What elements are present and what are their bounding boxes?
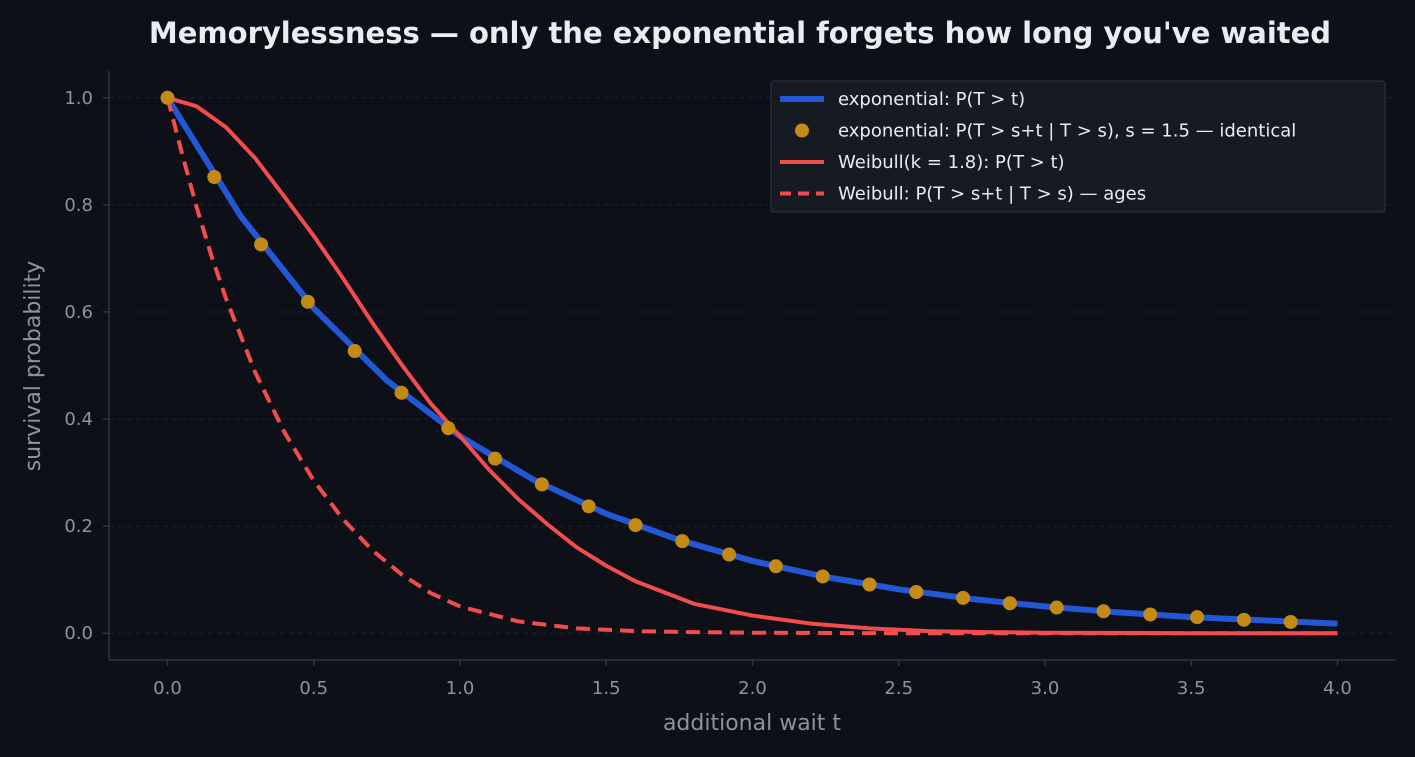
x-tick-label: 3.5 — [1177, 678, 1206, 699]
marker-point — [160, 90, 175, 105]
series-exponential-line — [164, 96, 1338, 627]
y-tick-label: 0.2 — [64, 516, 93, 537]
legend-label: exponential: P(T > s+t | T > s), s = 1.5… — [838, 121, 1296, 142]
marker-point — [862, 577, 877, 592]
y-tick-label: 0.6 — [64, 302, 93, 323]
axes-layer: 0.0 0.5 1.0 1.5 2.0 2.5 3.0 3.5 4.0 0.0 0.2 0.4 0.6 0… — [64, 71, 1396, 699]
marker-point — [768, 559, 783, 574]
series-layer — [160, 90, 1338, 636]
marker-point — [675, 534, 690, 549]
legend-label: Weibull(k = 1.8): P(T > t) — [838, 152, 1065, 173]
marker-point — [628, 518, 643, 533]
y-tick-label: 1.0 — [64, 88, 93, 109]
x-tick-label: 1.0 — [446, 678, 475, 699]
x-tick-label: 2.5 — [884, 678, 913, 699]
x-tick-label: 2.0 — [738, 678, 767, 699]
marker-point — [1190, 610, 1205, 625]
x-tick-label: 0.0 — [153, 678, 182, 699]
chart-title: Memorylessness — only the exponential fo… — [149, 16, 1331, 50]
y-tick-label: 0.8 — [64, 195, 93, 216]
legend-label: Weibull: P(T > s+t | T > s) — ages — [838, 184, 1146, 205]
x-axis-label: additional wait t — [663, 711, 841, 736]
x-tick-label: 1.5 — [592, 678, 621, 699]
marker-point — [1049, 600, 1064, 615]
marker-point — [300, 294, 315, 309]
series-weibull-line — [166, 95, 1338, 636]
marker-point — [347, 344, 362, 359]
x-tick-label: 3.0 — [1031, 678, 1060, 699]
legend: exponential: P(T > t) exponential: P(T > … — [770, 80, 1386, 213]
marker-point — [1143, 607, 1158, 622]
marker-point — [815, 569, 830, 584]
marker-point — [534, 477, 549, 492]
marker-point — [1096, 604, 1111, 619]
marker-point — [1002, 596, 1017, 611]
marker-point — [254, 237, 269, 252]
marker-point — [394, 385, 409, 400]
marker-point — [488, 451, 503, 466]
marker-point — [1283, 614, 1298, 629]
x-tick-label: 0.5 — [299, 678, 328, 699]
marker-point — [1236, 612, 1251, 627]
marker-point — [581, 499, 596, 514]
y-tick-label: 0.0 — [64, 623, 93, 644]
series-weibull-conditional-line — [165, 97, 1338, 636]
legend-box — [770, 80, 1386, 213]
marker-point — [722, 547, 737, 562]
marker-point — [441, 421, 456, 436]
legend-swatch-markers — [795, 123, 809, 138]
y-axis-label: survival probability — [21, 261, 46, 472]
y-tick-label: 0.4 — [64, 409, 93, 430]
marker-point — [909, 584, 924, 599]
x-tick-label: 4.0 — [1323, 678, 1352, 699]
marker-point — [207, 170, 222, 185]
marker-point — [956, 590, 971, 605]
legend-label: exponential: P(T > t) — [838, 89, 1025, 110]
